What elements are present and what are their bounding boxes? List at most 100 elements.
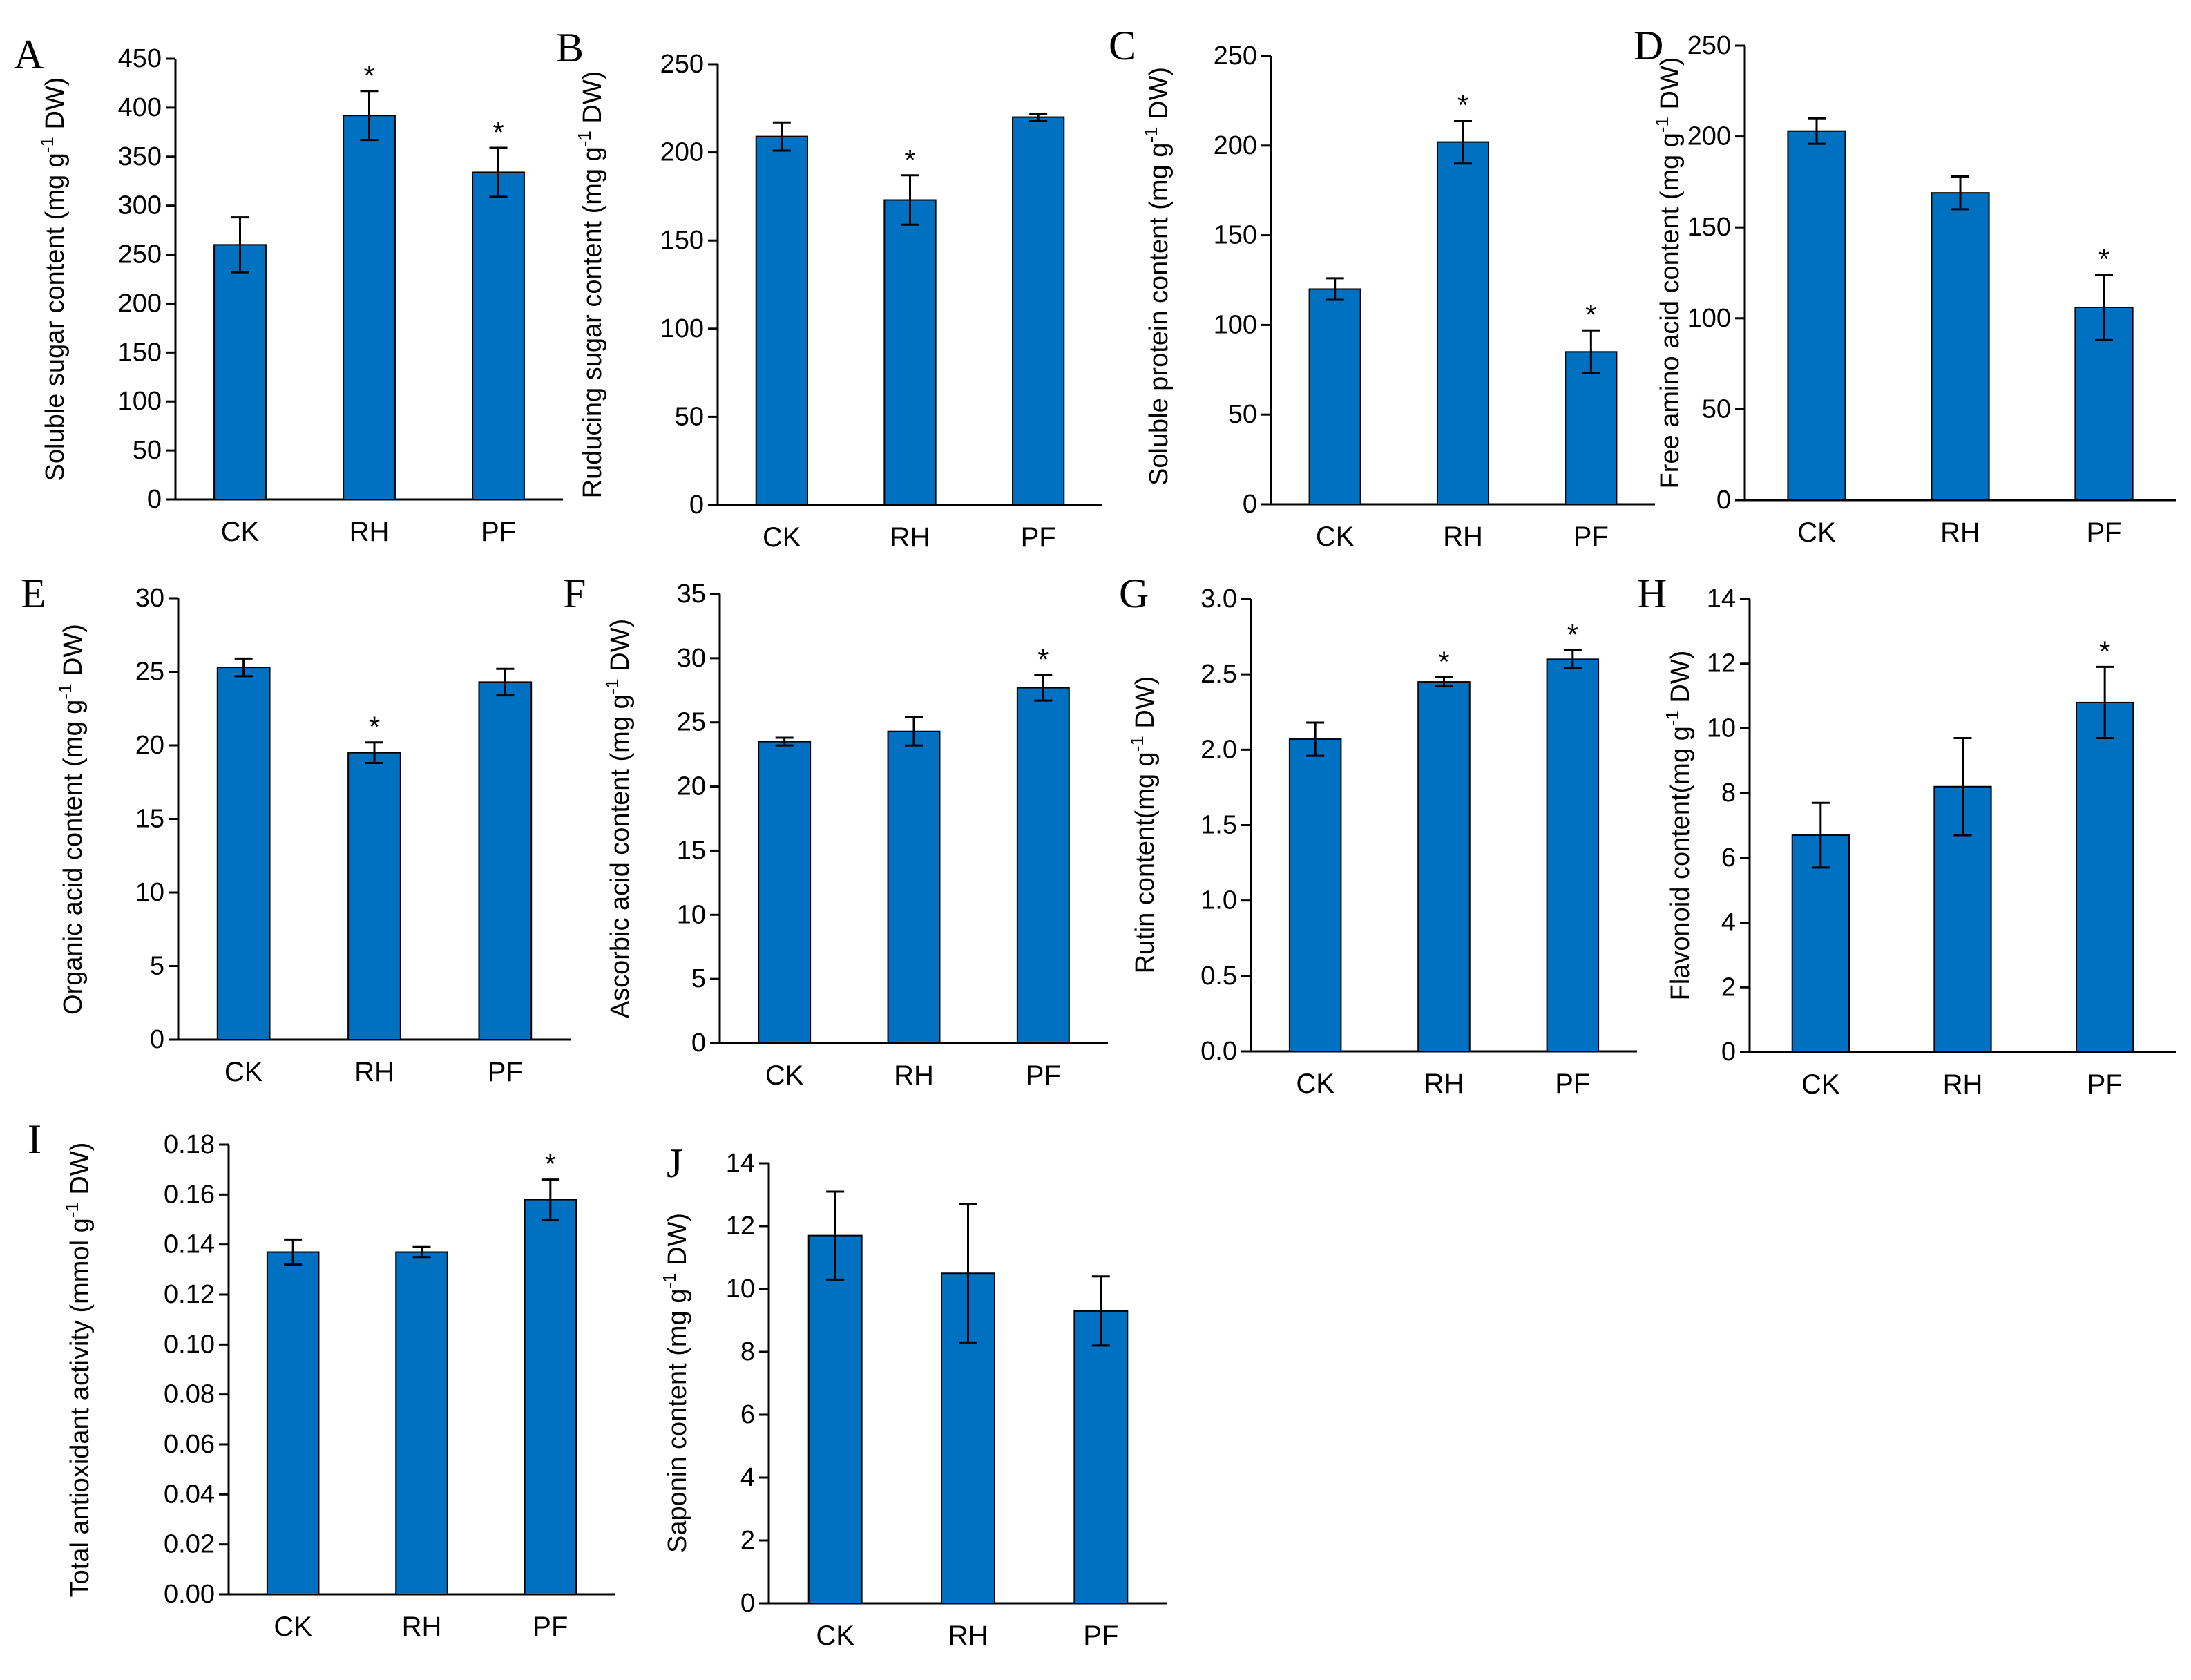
y-tick-label: 200 (1687, 122, 1731, 151)
y-axis-title-end: DW) (1666, 651, 1695, 711)
y-tick-label: 2 (740, 1526, 755, 1555)
x-category-label: CK (221, 517, 260, 547)
y-tick-label: 10 (1707, 714, 1736, 743)
y-axis-title-sup: -1 (61, 1202, 82, 1218)
error-bar-pf (1034, 674, 1053, 702)
x-category-label: PF (1083, 1621, 1118, 1651)
y-tick-label: 3.0 (1200, 584, 1237, 613)
y-tick-label: 0 (740, 1589, 755, 1618)
bar-pf (1565, 351, 1618, 505)
y-axis-title-sup: -1 (602, 678, 622, 694)
error-bar-rh (1951, 175, 1969, 211)
y-tick-label: 0.16 (164, 1180, 215, 1209)
x-category-label: PF (481, 517, 516, 547)
bar-rh (887, 730, 941, 1044)
error-bar-pf (1091, 1275, 1110, 1347)
y-tick-label: 14 (1707, 584, 1736, 613)
y-axis-title: Saponin content (mg g-1 DW) (659, 1213, 692, 1553)
y-tick-label: 100 (1687, 304, 1731, 333)
y-tick-label: 20 (677, 772, 706, 801)
y-tick-label: 35 (677, 580, 706, 609)
y-tick-label: 5 (691, 964, 706, 993)
y-tick-label: 0.18 (164, 1130, 215, 1159)
y-axis-title: Total antioxidant activity (mmol g-1 DW) (61, 1143, 95, 1598)
bar-ck (1288, 738, 1342, 1053)
x-category-label: RH (894, 1060, 934, 1091)
error-bar-ck (1306, 721, 1325, 757)
x-category-label: PF (533, 1612, 568, 1642)
error-bar-rh (365, 741, 383, 765)
y-tick-label: 0 (147, 485, 162, 514)
x-category-label: RH (890, 522, 930, 553)
y-tick-label: 150 (1687, 213, 1731, 242)
error-bar-ck (1811, 801, 1830, 869)
bar-rh (347, 752, 401, 1041)
error-bar-pf (541, 1178, 559, 1221)
y-tick-label: 0 (1716, 486, 1731, 515)
bar-pf (1546, 658, 1600, 1052)
error-bar-ck (775, 736, 794, 747)
x-category-label: RH (354, 1057, 394, 1087)
y-axis-title-end: DW) (1656, 57, 1685, 117)
y-tick-label: 10 (677, 900, 706, 929)
bar-pf (1016, 687, 1070, 1044)
panel-letter: E (21, 571, 46, 616)
y-tick-label: 300 (118, 191, 162, 220)
x-category-label: RH (948, 1621, 988, 1651)
y-tick-label: 100 (118, 387, 162, 416)
y-axis-title-sup: -1 (55, 684, 75, 700)
y-tick-label: 150 (1214, 221, 1257, 250)
significance-mark: * (1438, 646, 1449, 678)
y-axis-title: Free amino acid content (mg g-1 DW) (1652, 57, 1685, 488)
error-bar-ck (284, 1238, 303, 1266)
y-tick-label: 15 (677, 836, 706, 865)
x-category-label: PF (488, 1057, 523, 1087)
x-category-label: RH (1443, 522, 1483, 552)
y-tick-label: 4 (1721, 908, 1736, 937)
y-tick-label: 400 (118, 93, 162, 122)
y-tick-label: 2.5 (1200, 660, 1237, 689)
x-category-label: PF (1021, 522, 1056, 553)
y-tick-label: 250 (1214, 41, 1257, 70)
bar-ck (807, 1234, 863, 1604)
error-bar-ck (231, 216, 249, 274)
panel-b: B 0 50 100 150 200 250 Ruducing sugar content (… (556, 25, 1102, 553)
x-category-label: RH (1424, 1069, 1464, 1099)
y-axis-title-sup: -1 (1662, 710, 1683, 726)
y-tick-label: 200 (1214, 131, 1257, 160)
bar-pf (524, 1199, 577, 1595)
y-axis-title-sup: -1 (659, 1273, 680, 1289)
error-bar-pf (2095, 274, 2113, 341)
y-axis-title-main: Soluble protein content (mg g (1145, 143, 1174, 486)
y-tick-label: 8 (740, 1337, 755, 1366)
y-tick-label: 250 (1687, 31, 1731, 60)
bar-ck (758, 741, 812, 1044)
x-category-label: CK (1801, 1069, 1840, 1100)
x-category-label: PF (1573, 522, 1609, 552)
panel-letter: H (1637, 571, 1667, 616)
x-category-label: CK (224, 1057, 263, 1087)
y-tick-label: 6 (1721, 843, 1736, 872)
y-tick-label: 50 (1228, 400, 1257, 429)
significance-mark: * (545, 1148, 556, 1181)
significance-mark: * (363, 59, 374, 92)
panel-h: H 0 2 4 6 8 10 12 14 Flavonoid content(mg g-1 DW)… (1637, 571, 2176, 1100)
y-axis-title-end: DW) (41, 77, 70, 137)
x-category-label: PF (2086, 517, 2121, 548)
panel-c: C 0 50 100 150 200 250 Soluble protein content … (1109, 23, 1655, 552)
bar-ck (755, 135, 808, 506)
y-axis-title-sup: -1 (1127, 736, 1147, 752)
bar-ck (266, 1251, 320, 1596)
y-tick-label: 0 (1721, 1038, 1736, 1067)
y-tick-label: 1.5 (1200, 811, 1237, 840)
x-category-label: RH (1940, 517, 1980, 548)
y-axis-title-end: DW) (578, 71, 607, 131)
significance-mark: * (492, 116, 504, 149)
y-tick-label: 0 (1243, 490, 1257, 519)
bar-ck (1791, 834, 1850, 1053)
bar-rh (1417, 681, 1471, 1052)
error-bar-pf (496, 667, 515, 697)
bar-ck (216, 667, 271, 1040)
bar-ck (213, 244, 267, 500)
bar-rh (1931, 192, 1990, 501)
